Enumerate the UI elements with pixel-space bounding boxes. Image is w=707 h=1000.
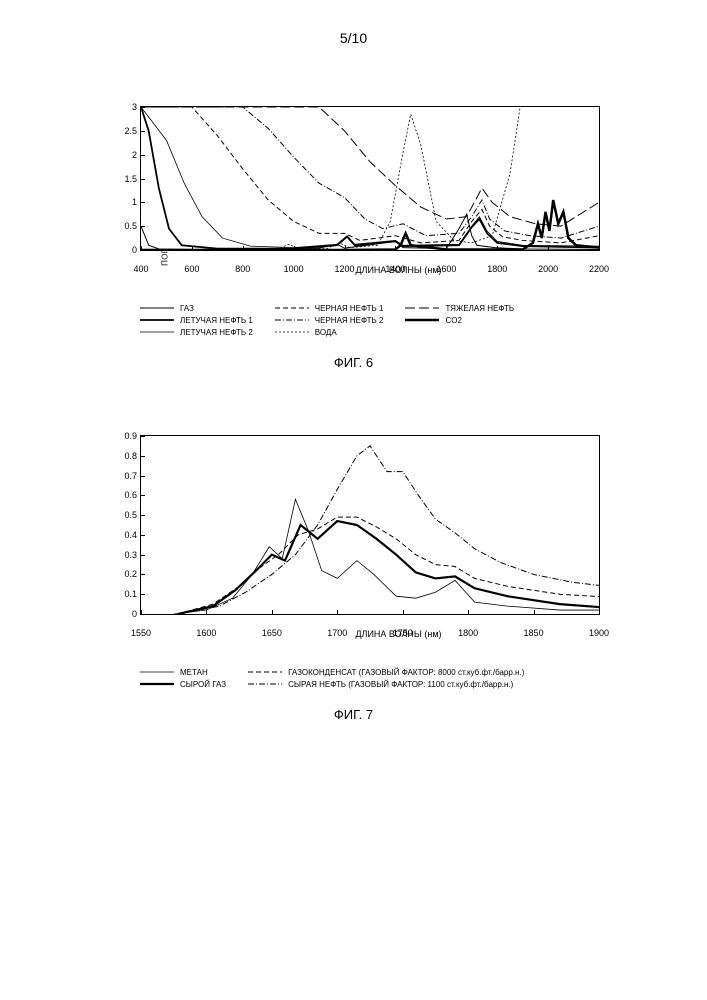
legend-item: ТЯЖЕЛАЯ НЕФТЬ [405, 303, 514, 313]
x-tick-label: 600 [184, 264, 199, 274]
figure-6: ПОГЛОЩАТЕЛЬНАЯ СПОСОБНОСТЬ 00.511.522.53… [0, 106, 707, 370]
legend-swatch [140, 679, 174, 689]
series-line [141, 107, 599, 248]
legend-item: ВОДА [275, 327, 384, 337]
y-tick-label: 2.5 [115, 126, 137, 136]
x-tick-label: 800 [235, 264, 250, 274]
series-line [141, 107, 599, 226]
fig6-legend: ГАЗ ЛЕТУЧАЯ НЕФТЬ 1 ЛЕТУЧАЯ НЕФТЬ 2 ЧЕРНАЯ … [140, 303, 657, 337]
x-tick-label: 2200 [589, 264, 609, 274]
x-tick-label: 1750 [393, 628, 413, 638]
fig6-chart: ПОГЛОЩАТЕЛЬНАЯ СПОСОБНОСТЬ 00.511.522.53… [140, 106, 657, 275]
fig6-caption: ФИГ. 6 [0, 355, 707, 370]
x-tick-label: 1800 [458, 628, 478, 638]
x-tick-label: 1200 [335, 264, 355, 274]
page-number: 5/10 [0, 0, 707, 66]
x-tick-label: 1900 [589, 628, 609, 638]
legend-item: ЛЕТУЧАЯ НЕФТЬ 2 [140, 327, 253, 337]
x-tick-label: 400 [133, 264, 148, 274]
legend-label: ВОДА [315, 328, 337, 337]
legend-label: ГАЗ [180, 304, 194, 313]
y-tick-label: 0.9 [115, 431, 137, 441]
legend-label: СЫРОЙ ГАЗ [180, 680, 226, 689]
legend-swatch [248, 667, 282, 677]
figure-7: ПОГЛОЩАТЕЛЬНАЯ СПОСОБНОСТЬ 00.10.20.30.4… [0, 435, 707, 722]
y-tick-label: 1.5 [115, 174, 137, 184]
x-tick-label: 2000 [538, 264, 558, 274]
x-tick-label: 1650 [262, 628, 282, 638]
fig7-plot-area: 00.10.20.30.40.50.60.70.80.9 15501600165… [140, 435, 600, 615]
y-tick-label: 0 [115, 245, 137, 255]
legend-swatch [140, 667, 174, 677]
y-tick-label: 1 [115, 197, 137, 207]
y-tick-label: 0.6 [115, 490, 137, 500]
legend-swatch [140, 327, 174, 337]
x-tick-label: 1400 [385, 264, 405, 274]
fig6-plot-area: 00.511.522.53 40060080010001200140016001… [140, 106, 600, 251]
x-tick-label: 1550 [131, 628, 151, 638]
fig7-legend: МЕТАН СЫРОЙ ГАЗ ГАЗОКОНДЕНСАТ (ГАЗОВЫЙ ФАК… [140, 667, 657, 689]
legend-label: ГАЗОКОНДЕНСАТ (ГАЗОВЫЙ ФАКТОР: 8000 ст.к… [288, 668, 524, 677]
x-tick-label: 1700 [327, 628, 347, 638]
legend-label: ТЯЖЕЛАЯ НЕФТЬ [445, 304, 514, 313]
legend-swatch [275, 327, 309, 337]
y-tick-label: 0.2 [115, 569, 137, 579]
legend-item: СЫРАЯ НЕФТЬ (ГАЗОВЫЙ ФАКТОР: 1100 ст.куб… [248, 679, 524, 689]
legend-label: МЕТАН [180, 668, 208, 677]
fig7-caption: ФИГ. 7 [0, 707, 707, 722]
y-tick-label: 0.5 [115, 510, 137, 520]
x-tick-label: 1600 [436, 264, 456, 274]
y-tick-label: 0.1 [115, 589, 137, 599]
series-line [141, 107, 599, 249]
y-tick-label: 0 [115, 609, 137, 619]
legend-label: ЧЕРНАЯ НЕФТЬ 2 [315, 316, 384, 325]
legend-item: ГАЗ [140, 303, 253, 313]
legend-item: СЫРОЙ ГАЗ [140, 679, 226, 689]
y-tick-label: 0.3 [115, 550, 137, 560]
y-tick-label: 0.7 [115, 471, 137, 481]
x-tick-label: 1850 [524, 628, 544, 638]
legend-swatch [275, 303, 309, 313]
series-line [180, 446, 599, 614]
legend-item: ЧЕРНАЯ НЕФТЬ 2 [275, 315, 384, 325]
y-tick-label: 2 [115, 150, 137, 160]
legend-swatch [140, 303, 174, 313]
legend-label: ЛЕТУЧАЯ НЕФТЬ 1 [180, 316, 253, 325]
legend-label: СЫРАЯ НЕФТЬ (ГАЗОВЫЙ ФАКТОР: 1100 ст.куб… [288, 680, 513, 689]
legend-swatch [275, 315, 309, 325]
legend-item: МЕТАН [140, 667, 226, 677]
legend-label: ЛЕТУЧАЯ НЕФТЬ 2 [180, 328, 253, 337]
y-tick-label: 0.8 [115, 451, 137, 461]
x-tick-label: 1600 [196, 628, 216, 638]
y-tick-label: 0.5 [115, 221, 137, 231]
legend-swatch [140, 315, 174, 325]
legend-item: ЛЕТУЧАЯ НЕФТЬ 1 [140, 315, 253, 325]
legend-item: ГАЗОКОНДЕНСАТ (ГАЗОВЫЙ ФАКТОР: 8000 ст.к… [248, 667, 524, 677]
legend-item: CO2 [405, 315, 514, 325]
x-tick-label: 1800 [487, 264, 507, 274]
series-line [141, 107, 599, 238]
legend-swatch [405, 315, 439, 325]
legend-swatch [405, 303, 439, 313]
legend-item: ЧЕРНАЯ НЕФТЬ 1 [275, 303, 384, 313]
legend-swatch [248, 679, 282, 689]
x-tick-label: 1000 [284, 264, 304, 274]
series-line [178, 521, 599, 614]
y-tick-label: 0.4 [115, 530, 137, 540]
fig7-chart: ПОГЛОЩАТЕЛЬНАЯ СПОСОБНОСТЬ 00.10.20.30.4… [140, 435, 657, 639]
legend-label: ЧЕРНАЯ НЕФТЬ 1 [315, 304, 384, 313]
legend-label: CO2 [445, 316, 461, 325]
y-tick-label: 3 [115, 102, 137, 112]
